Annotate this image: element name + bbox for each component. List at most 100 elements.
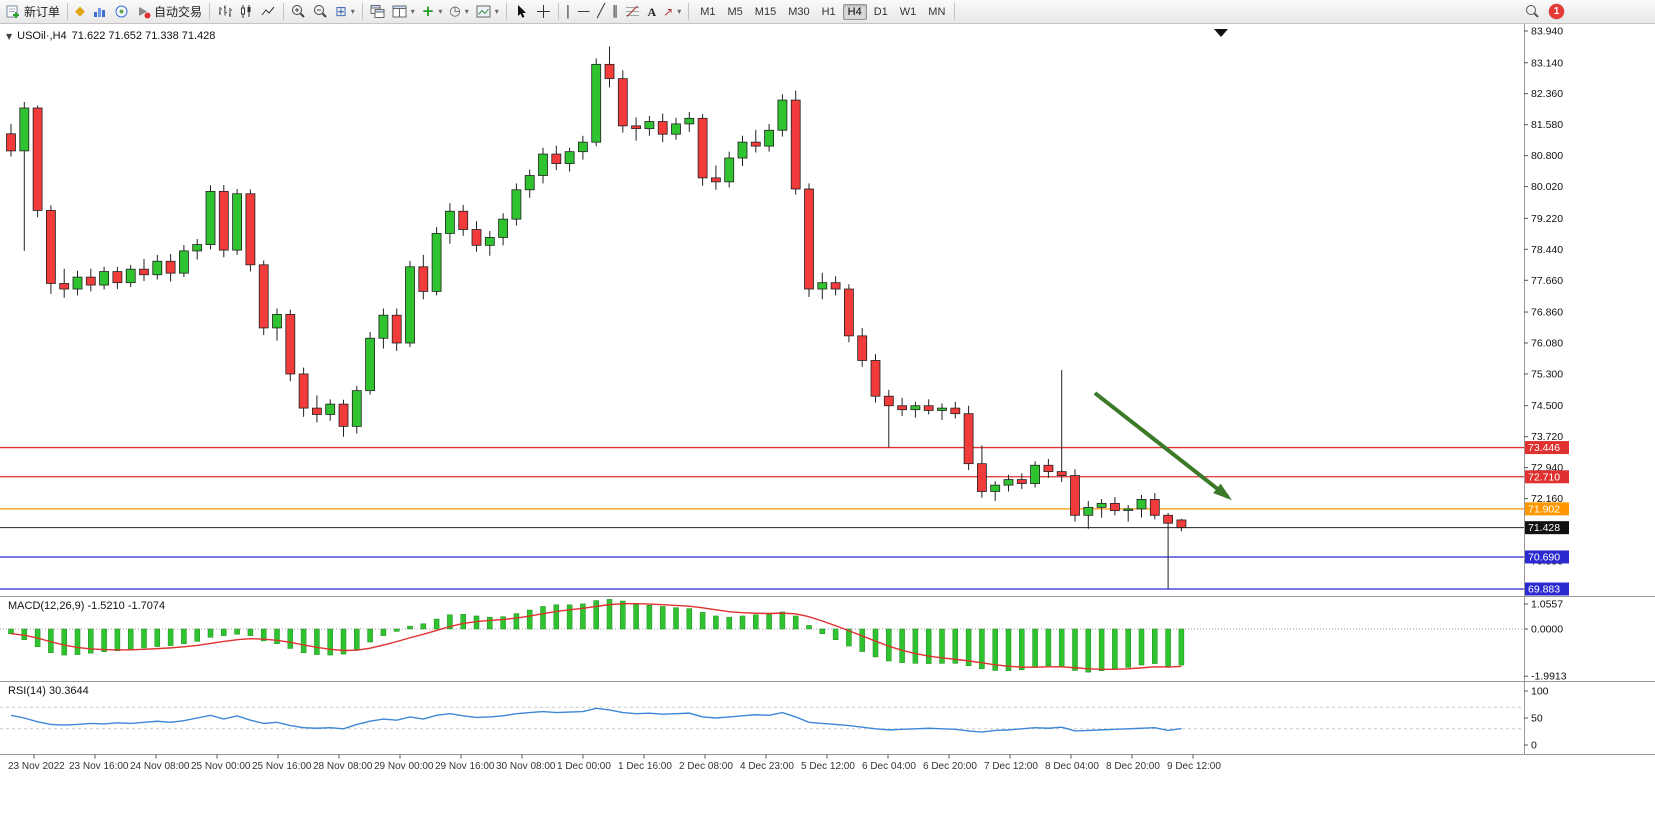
svg-text:0: 0	[1531, 740, 1537, 752]
line-chart-icon	[261, 6, 275, 16]
zoom-out-button[interactable]	[310, 1, 331, 22]
data-window-button[interactable]	[111, 1, 132, 22]
search-icon[interactable]	[1525, 4, 1540, 19]
metaquotes-button[interactable]: ◆	[72, 1, 88, 22]
svg-text:76.080: 76.080	[1531, 338, 1563, 350]
trendline-tool-button[interactable]: ╱	[594, 1, 608, 22]
svg-text:29 Nov 00:00: 29 Nov 00:00	[374, 761, 434, 772]
svg-text:81.580: 81.580	[1531, 119, 1563, 131]
text-tool-button[interactable]: A	[644, 1, 659, 22]
split-windows-button[interactable]: ▾	[389, 1, 418, 22]
svg-text:23 Nov 2022: 23 Nov 2022	[8, 761, 65, 772]
auto-trading-label: 自动交易	[154, 5, 203, 19]
macd-indicator-label: MACD(12,26,9) -1.5210 -1.7074	[8, 600, 166, 612]
svg-text:7 Dec 12:00: 7 Dec 12:00	[984, 761, 1038, 772]
toolbar-separator	[361, 3, 363, 20]
plus-icon: +	[421, 2, 435, 20]
timeframe-button-h4[interactable]: H4	[842, 3, 867, 20]
timeframe-button-mn[interactable]: MN	[928, 5, 946, 18]
svg-text:0.0000: 0.0000	[1531, 624, 1563, 636]
svg-text:72.160: 72.160	[1531, 493, 1563, 505]
svg-text:77.660: 77.660	[1531, 275, 1563, 287]
crosshair-tool-button[interactable]	[533, 1, 554, 22]
time-axis: 23 Nov 2022 23 Nov 16:00 24 Nov 08:00 25 No…	[8, 754, 1221, 772]
horizontal-line-tool-button[interactable]: —	[574, 1, 593, 22]
tile-windows-button[interactable]: ⊞ ▾	[332, 1, 358, 22]
pane-separators[interactable]	[0, 24, 1655, 755]
new-order-label: 新订单	[24, 5, 61, 19]
svg-text:8 Dec 04:00: 8 Dec 04:00	[1045, 761, 1099, 772]
chevron-down-icon: ▾	[438, 7, 443, 16]
arrows-tool-button[interactable]: ↗ ▾	[660, 1, 684, 22]
cascade-windows-button[interactable]	[367, 1, 388, 22]
toolbar-separator	[557, 3, 559, 20]
trend-arrow-annotation[interactable]	[1093, 391, 1232, 501]
text-tool-icon: A	[647, 4, 657, 19]
toolbar-separator	[209, 3, 211, 20]
candlestick-chart-button[interactable]	[236, 1, 257, 22]
timeframe-button-m15[interactable]: M15	[754, 5, 777, 18]
cascade-windows-icon	[370, 5, 385, 18]
svg-text:73.446: 73.446	[1528, 442, 1560, 454]
svg-text:80.800: 80.800	[1531, 150, 1563, 162]
candlestick-chart-icon	[241, 5, 251, 18]
chevron-down-icon: ▾	[494, 7, 499, 16]
market-watch-button[interactable]	[89, 1, 110, 22]
new-chart-button[interactable]: + ▾	[419, 1, 446, 22]
rsi-indicator-label: RSI(14) 30.3644	[8, 685, 89, 697]
timeframe-button-m5[interactable]: M5	[727, 5, 743, 18]
channel-tool-button[interactable]: ∥	[609, 1, 622, 22]
timeframe-button-h1[interactable]: H1	[821, 5, 836, 18]
svg-text:25 Nov 00:00: 25 Nov 00:00	[191, 761, 251, 772]
timeframe-button-m30[interactable]: M30	[788, 5, 810, 18]
svg-text:24 Nov 08:00: 24 Nov 08:00	[130, 761, 190, 772]
template-button[interactable]: ▾	[473, 1, 502, 22]
auto-trading-button[interactable]: 自动交易	[133, 1, 205, 22]
timeframe-button-w1[interactable]: W1	[899, 5, 917, 18]
svg-text:75.300: 75.300	[1531, 368, 1563, 380]
svg-text:73.720: 73.720	[1531, 431, 1563, 443]
bar-chart-button[interactable]	[214, 1, 235, 22]
chart-collapse-icon[interactable]: ▼	[6, 31, 13, 41]
svg-text:71.902: 71.902	[1528, 503, 1560, 515]
trendline-icon: ╱	[597, 4, 605, 19]
svg-text:28 Nov 08:00: 28 Nov 08:00	[313, 761, 373, 772]
auto-trading-icon	[139, 7, 151, 19]
clock-icon: ◷	[449, 4, 461, 19]
macd-signal-line	[10, 602, 1182, 671]
svg-text:100: 100	[1531, 686, 1549, 698]
period-clock-button[interactable]: ◷ ▾	[446, 1, 471, 22]
fibonacci-icon	[626, 5, 640, 17]
svg-text:25 Nov 16:00: 25 Nov 16:00	[252, 761, 312, 772]
line-chart-button[interactable]	[258, 1, 279, 22]
timeframe-button-d1[interactable]: D1	[873, 5, 888, 18]
horizontal-line-icon: —	[577, 4, 591, 19]
vertical-line-tool-button[interactable]: |	[563, 1, 573, 22]
new-order-icon	[6, 5, 19, 18]
notification-badge[interactable]: 1	[1549, 4, 1564, 19]
svg-text:6 Dec 20:00: 6 Dec 20:00	[923, 761, 977, 772]
svg-text:1.0557: 1.0557	[1531, 598, 1563, 610]
svg-text:70.690: 70.690	[1528, 551, 1560, 563]
toolbar-separator	[688, 3, 690, 20]
channel-icon: ∥	[611, 4, 619, 19]
main-toolbar: 新订单 ◆ 自动交易 ⊞ ▾	[0, 0, 1655, 24]
svg-text:69.883: 69.883	[1528, 584, 1560, 596]
fibonacci-tool-button[interactable]	[622, 1, 643, 22]
price-chart-canvas[interactable]: 83.940 83.140 82.360 81.580 80.800 80.020 79.2…	[0, 24, 1655, 826]
new-order-button[interactable]: 新订单	[3, 1, 63, 22]
chart-shift-marker[interactable]	[1214, 29, 1228, 37]
chevron-down-icon: ▾	[464, 7, 469, 16]
cursor-tool-button[interactable]	[511, 1, 532, 22]
svg-text:80.020: 80.020	[1531, 181, 1563, 193]
crosshair-icon	[536, 5, 550, 18]
price-line-labels: 73.446 72.710 71.902 70.690 69.883 71.428	[1525, 441, 1569, 596]
toolbar-separator	[67, 3, 69, 20]
price-axis: 83.940 83.140 82.360 81.580 80.800 80.020 79.2…	[1524, 26, 1563, 567]
rsi-line	[10, 707, 1182, 733]
svg-text:71.428: 71.428	[1528, 522, 1560, 534]
zoom-in-button[interactable]	[288, 1, 309, 22]
timeframe-button-m1[interactable]: M1	[700, 5, 716, 18]
svg-text:83.940: 83.940	[1531, 26, 1563, 38]
tile-windows-icon: ⊞	[335, 3, 347, 20]
